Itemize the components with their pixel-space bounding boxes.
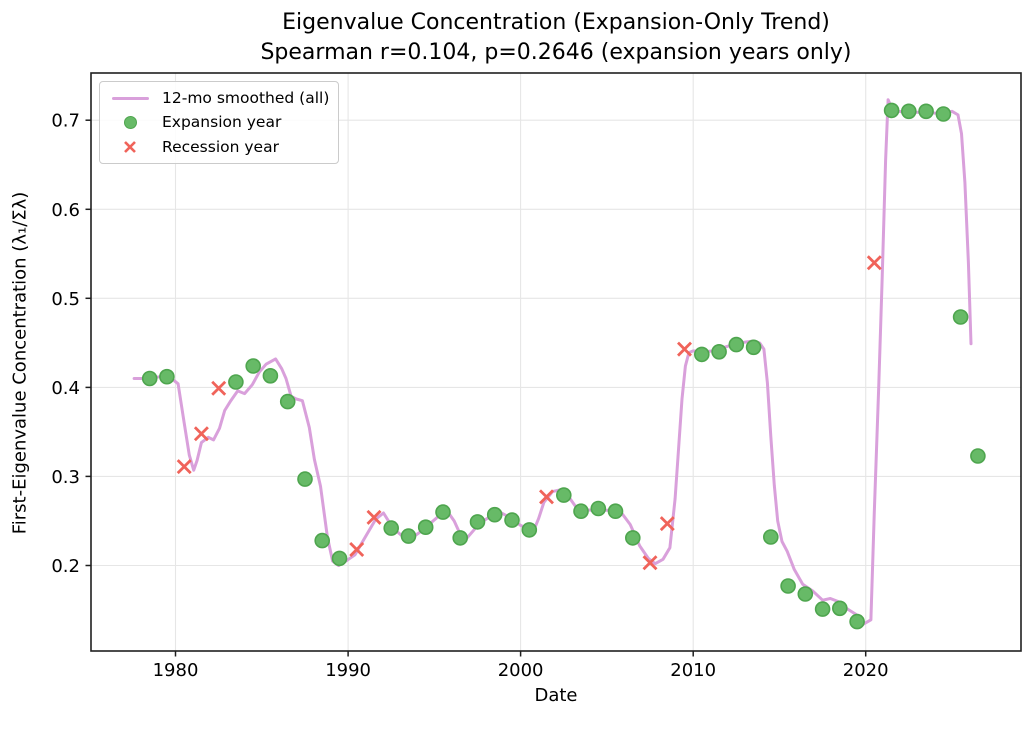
expansion-point [780, 578, 796, 594]
expansion-point [745, 339, 762, 356]
expansion-point [762, 529, 779, 545]
x-axis-label: Date [534, 685, 578, 706]
recession-point [866, 255, 882, 271]
expansion-point [262, 367, 279, 384]
legend-line-sample [110, 96, 150, 100]
expansion-point [935, 106, 952, 122]
y-tick-label: 0.5 [51, 289, 80, 310]
chart-title: Eigenvalue Concentration (Expansion-Only… [91, 8, 1021, 68]
expansion-point [693, 346, 710, 363]
chart-title-line1: Eigenvalue Concentration (Expansion-Only… [282, 10, 830, 35]
expansion-point [624, 530, 641, 546]
y-tick-label: 0.7 [51, 111, 80, 132]
expansion-point [607, 503, 624, 520]
expansion-point [831, 600, 848, 617]
recession-point [349, 542, 365, 557]
expansion-point [331, 550, 348, 567]
expansion-point [452, 530, 469, 546]
x-tick-label: 1990 [325, 660, 371, 681]
expansion-point [900, 103, 917, 120]
y-tick-label: 0.6 [51, 200, 80, 221]
expansion-point [141, 370, 158, 387]
x-tick-label: 2000 [498, 660, 544, 681]
expansion-point [486, 506, 503, 523]
y-tick-label: 0.3 [51, 467, 80, 488]
x-tick-label: 1980 [153, 660, 199, 681]
expansion-point [573, 503, 589, 520]
expansion-point [797, 586, 814, 602]
x-tick-label: 2010 [670, 660, 716, 681]
expansion-point [469, 514, 486, 530]
x-marker-icon [124, 140, 136, 153]
legend-label-recession: Recession year [162, 137, 279, 156]
legend-label-expansion: Expansion year [162, 113, 282, 132]
legend-expansion-marker [110, 115, 150, 129]
recession-point [366, 509, 382, 525]
expansion-point [952, 309, 969, 325]
expansion-point [314, 532, 331, 549]
expansion-point [883, 102, 900, 119]
expansion-point [711, 343, 727, 360]
legend-item-expansion: Expansion year [110, 110, 338, 134]
y-axis-label: First-Eigenvalue Concentration (λ₁/Σλ) [9, 191, 31, 535]
expansion-point [383, 520, 400, 536]
expansion-point [814, 601, 831, 617]
recession-point [193, 426, 209, 442]
expansion-point [555, 487, 572, 503]
legend: 12-mo smoothed (all) Expansion year Rece… [99, 81, 339, 164]
legend-item-smoothed: 12-mo smoothed (all) [110, 86, 338, 110]
axes-spines [90, 72, 1022, 652]
expansion-point [245, 358, 261, 374]
recession-point [659, 516, 675, 532]
smoothed-line [132, 98, 973, 626]
expansion-point [417, 519, 434, 536]
expansion-point [279, 393, 296, 410]
expansion-point [918, 103, 934, 120]
expansion-point [970, 448, 986, 464]
expansion-point [228, 374, 244, 390]
recession-point [176, 459, 192, 475]
recession-point [677, 341, 692, 357]
x-tick-label: 2020 [843, 660, 889, 681]
expansion-point [590, 500, 607, 517]
y-tick-label: 0.2 [51, 556, 80, 577]
legend-recession-marker [110, 138, 150, 156]
expansion-point [400, 528, 417, 544]
chart-title-line2: Spearman r=0.104, p=0.2646 (expansion ye… [260, 40, 852, 65]
expansion-point [435, 504, 451, 520]
legend-label-smoothed: 12-mo smoothed (all) [162, 89, 330, 108]
recession-point [539, 489, 554, 505]
expansion-point [728, 336, 745, 353]
expansion-point [297, 471, 313, 487]
expansion-point [521, 522, 538, 538]
y-tick-label: 0.4 [51, 378, 80, 399]
recession-point [211, 380, 227, 396]
expansion-point [849, 613, 865, 630]
expansion-point [504, 512, 520, 528]
expansion-point [159, 368, 175, 385]
recession-point [642, 555, 658, 571]
legend-item-recession: Recession year [110, 135, 338, 159]
